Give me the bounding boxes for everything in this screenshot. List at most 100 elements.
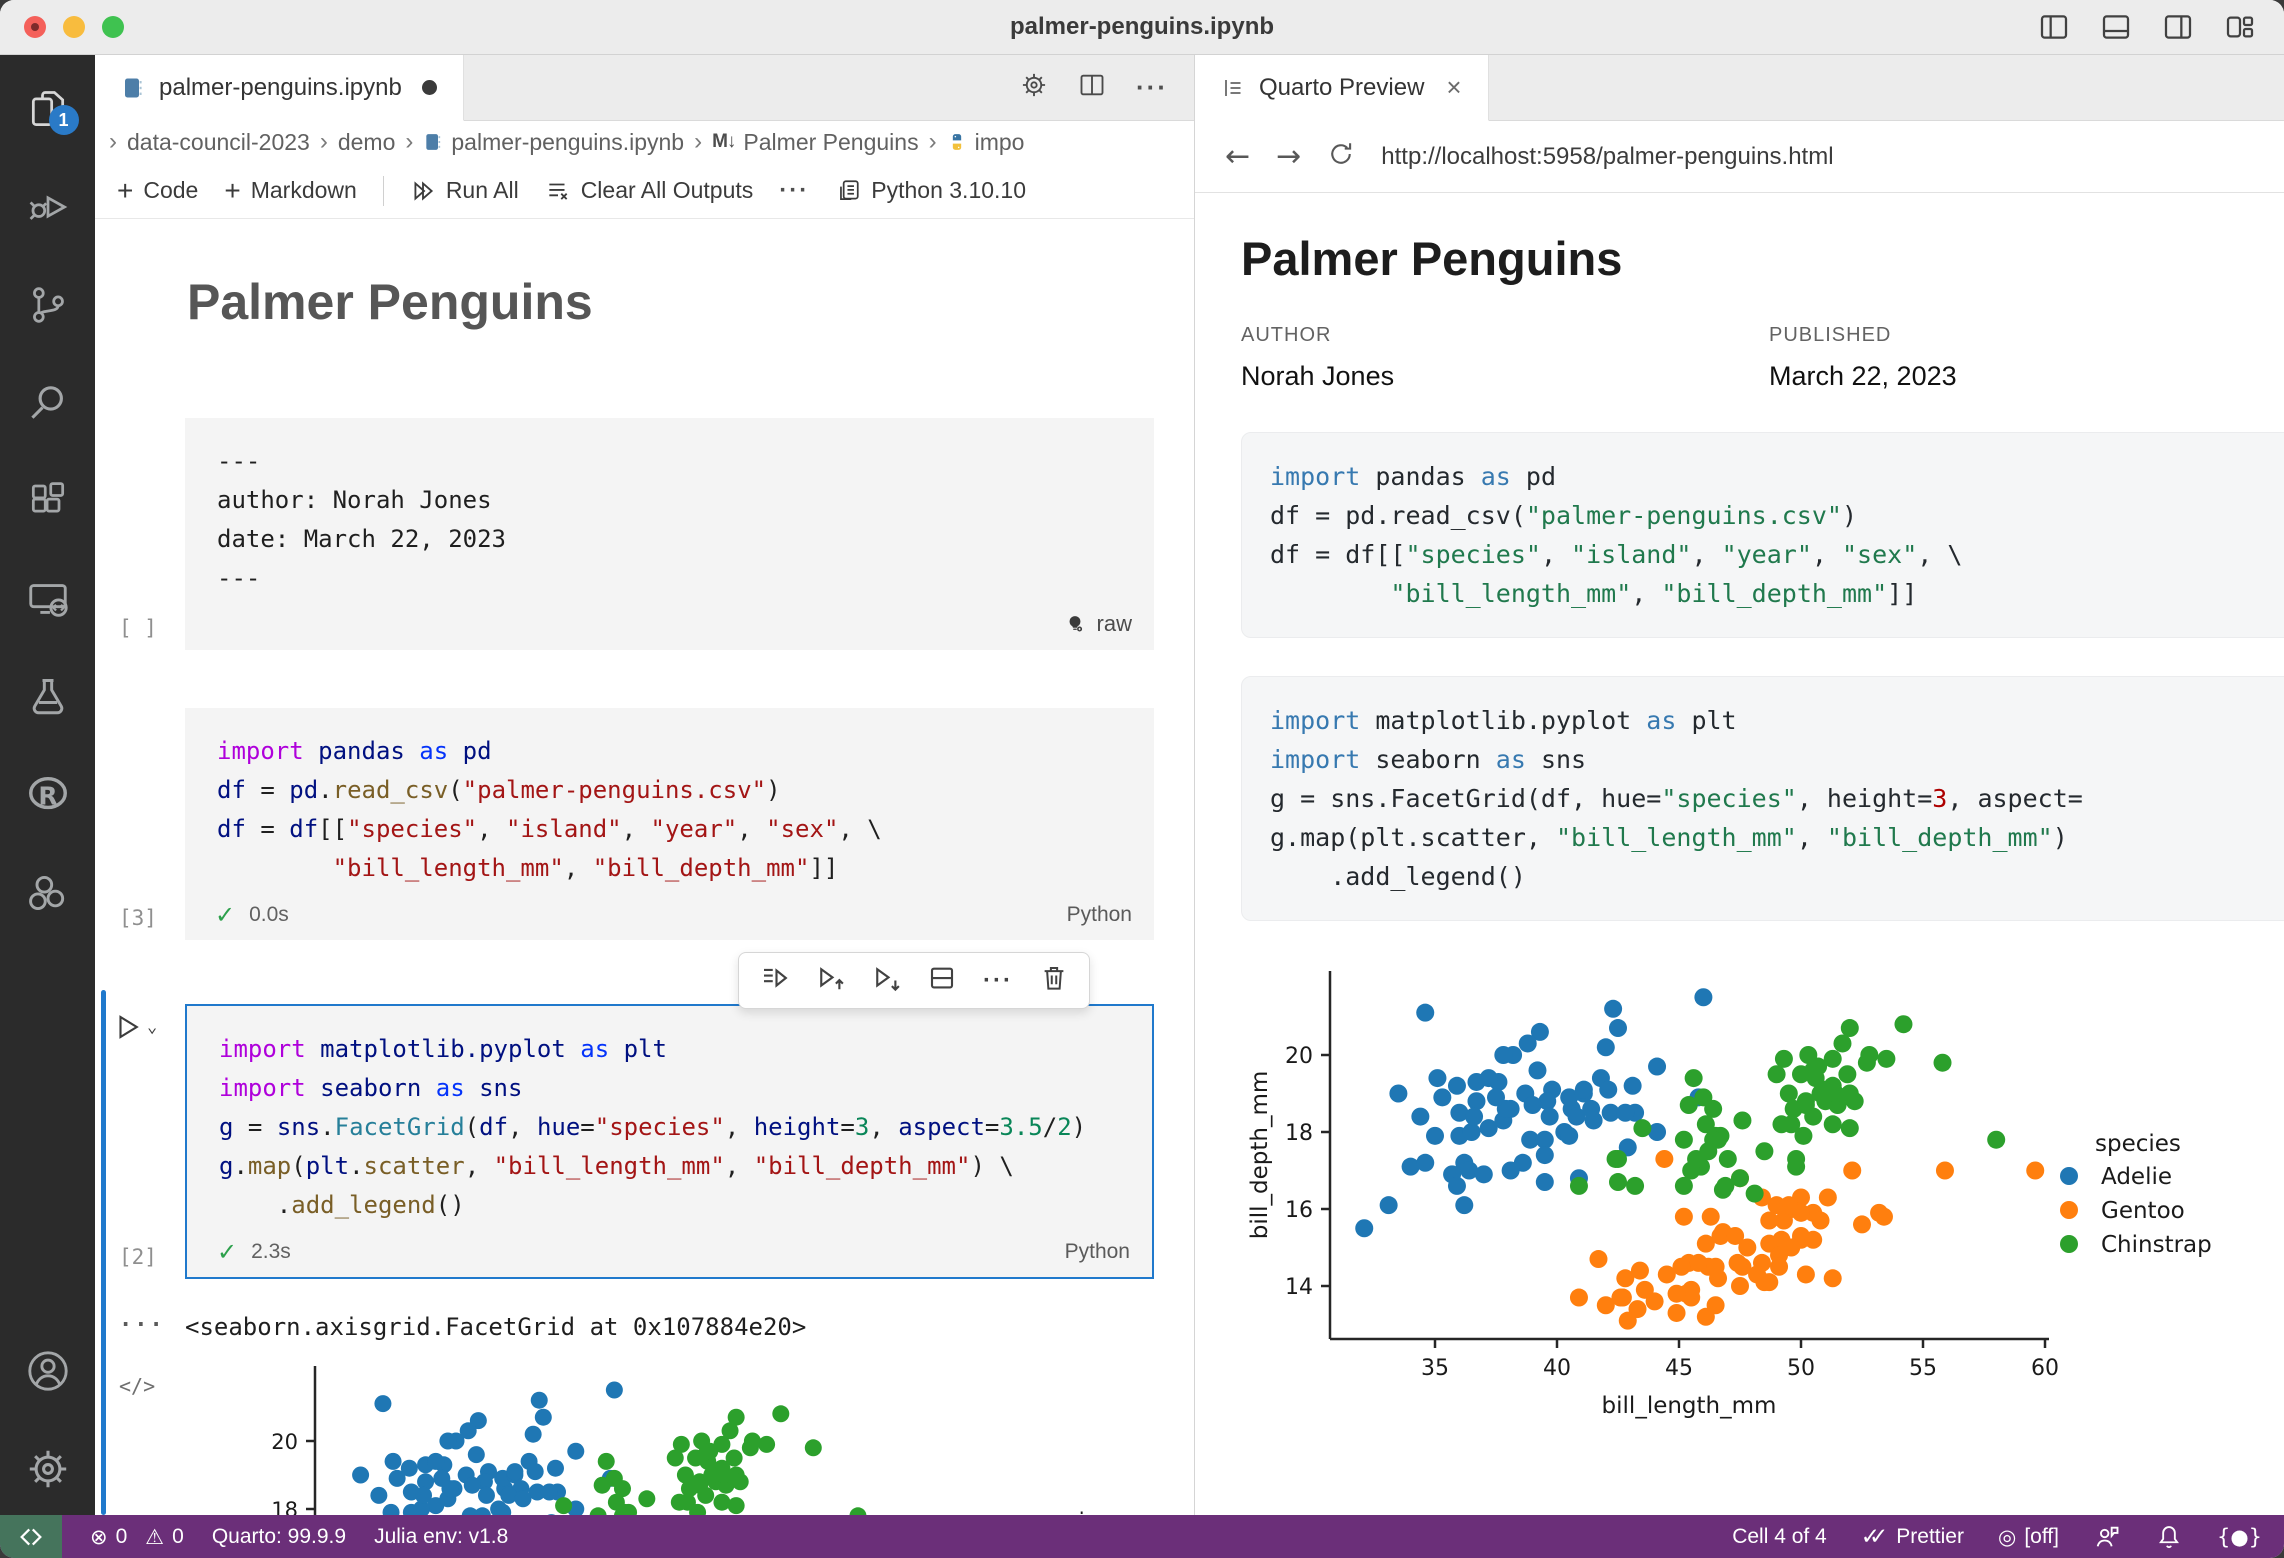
code-line: "bill_length_mm", "bill_depth_mm"]]	[1390, 579, 1918, 608]
add-code-cell-button[interactable]: + Code	[117, 174, 199, 206]
forward-icon[interactable]: →	[1276, 139, 1302, 174]
cell-position[interactable]: Cell 4 of 4	[1732, 1524, 1827, 1548]
split-cell-icon[interactable]	[927, 963, 957, 998]
raw-line: ---	[217, 564, 261, 592]
execute-below-icon[interactable]	[871, 963, 901, 998]
preview-url[interactable]: http://localhost:5958/palmer-penguins.ht…	[1381, 142, 1834, 170]
toggle-panel-icon[interactable]	[2100, 11, 2132, 43]
cell-language-picker[interactable]: Python	[1064, 1240, 1130, 1263]
rendered-document[interactable]: Palmer Penguins AUTHOR Norah Jones PUBLI…	[1195, 193, 2284, 1515]
breadcrumb-item-cell[interactable]: impo	[947, 129, 1024, 156]
svg-text:Chinstrap: Chinstrap	[2101, 1232, 2212, 1258]
svg-text:Gentoo: Gentoo	[2101, 1198, 2185, 1224]
breadcrumb-item-folder[interactable]: demo	[337, 128, 396, 155]
execute-above-icon[interactable]	[815, 963, 845, 998]
explorer-icon[interactable]: 1	[15, 73, 81, 145]
output-options-icon[interactable]: ···	[119, 1313, 165, 1338]
feedback-person-icon[interactable]	[2093, 1523, 2121, 1551]
raw-cell-editor[interactable]: --- author: Norah Jones date: March 22, 20…	[185, 418, 1154, 604]
split-editor-icon[interactable]	[1078, 71, 1106, 104]
notebook-settings-gear-icon[interactable]	[1020, 71, 1048, 104]
close-tab-icon[interactable]: ×	[1446, 72, 1462, 102]
svg-text:species: species	[2095, 1131, 2181, 1157]
zoom-window-button[interactable]	[102, 16, 124, 38]
toolbar-more-icon[interactable]: ···	[779, 176, 810, 204]
toggle-secondary-sidebar-icon[interactable]	[2162, 11, 2194, 43]
testing-icon[interactable]	[15, 661, 81, 733]
reload-icon[interactable]	[1327, 140, 1355, 173]
success-check-icon: ✓	[215, 901, 236, 929]
julia-env[interactable]: Julia env: v1.8	[374, 1524, 509, 1548]
r-language-icon[interactable]: R	[15, 759, 81, 831]
markdown-heading: Palmer Penguins	[187, 274, 593, 330]
cell-output-plot-row: </> 14161820bill_depth_mmspeciesAdelieGe…	[95, 1366, 1194, 1515]
prettier-status[interactable]: ✓✓ Prettier	[1860, 1523, 1964, 1549]
output-mime-icon[interactable]: </>	[119, 1374, 156, 1398]
code-editor[interactable]: import pandas as pd df = pd.read_csv("pal…	[185, 708, 1154, 894]
cell-language-picker[interactable]: Python	[1066, 903, 1132, 926]
accounts-icon[interactable]	[15, 1335, 81, 1407]
problems-indicator[interactable]: ⊗ 0 ⚠ 0	[90, 1524, 184, 1549]
status-bar: ⊗ 0 ⚠ 0 Quarto: 99.9.9 Julia env: v1.8 C…	[0, 1515, 2284, 1558]
circles-extension-icon[interactable]	[15, 857, 81, 929]
raw-cell[interactable]: [ ] --- author: Norah Jones date: March 22…	[95, 418, 1154, 650]
clear-all-outputs-button[interactable]: Clear All Outputs	[545, 177, 753, 204]
svg-text:60: 60	[2031, 1356, 2059, 1381]
close-window-button[interactable]	[24, 16, 46, 38]
cell-more-actions-icon[interactable]: ···	[983, 966, 1013, 994]
more-actions-icon[interactable]: ···	[1136, 72, 1168, 102]
breadcrumb-item-file[interactable]: palmer-penguins.ipynb	[423, 129, 684, 156]
code-cell-3[interactable]: [3] import pandas as pd df = pd.read_csv(…	[95, 708, 1154, 940]
minimize-window-button[interactable]	[63, 16, 85, 38]
svg-text:bill_length_mm: bill_length_mm	[1602, 1393, 1777, 1419]
cell-hover-toolbar: ···	[738, 952, 1090, 1009]
svg-text:35: 35	[1421, 1356, 1449, 1381]
kernel-picker-button[interactable]: Python 3.10.10	[835, 177, 1026, 204]
run-cell-button[interactable]: ⌄	[113, 1012, 185, 1042]
run-all-button[interactable]: Run All	[410, 177, 519, 204]
svg-text:R: R	[38, 782, 57, 811]
svg-text:20: 20	[271, 1430, 298, 1454]
quarto-version[interactable]: Quarto: 99.9.9	[211, 1524, 347, 1548]
tab-palmer-penguins-ipynb[interactable]: palmer-penguins.ipynb	[95, 55, 464, 121]
tab-quarto-preview[interactable]: Quarto Preview ×	[1195, 55, 1489, 121]
window-title: palmer-penguins.ipynb	[1009, 13, 1275, 40]
run-debug-icon[interactable]	[15, 171, 81, 243]
code-line: import seaborn as sns	[1270, 745, 1587, 774]
cell-language-picker[interactable]: raw	[1065, 611, 1132, 637]
svg-text:50: 50	[1787, 1356, 1815, 1381]
notebook-content[interactable]: Palmer Penguins [ ] --- author: Norah Jon…	[95, 219, 1194, 1515]
right-tabbar: Quarto Preview × ···	[1195, 55, 2284, 121]
code-line: g = sns.FacetGrid(df, hue="species", hei…	[1270, 784, 2083, 813]
svg-text:Adelie: Adelie	[2101, 1164, 2172, 1190]
remote-explorer-icon[interactable]	[15, 563, 81, 635]
back-icon[interactable]: ←	[1225, 139, 1251, 174]
remote-indicator[interactable]	[0, 1515, 62, 1558]
source-control-icon[interactable]	[15, 269, 81, 341]
run-by-line-icon[interactable]	[759, 963, 789, 998]
toggle-primary-sidebar-icon[interactable]	[2038, 11, 2070, 43]
code-cell-2-selected[interactable]: ··· ⌄ [2] import matplotlib.pyplot as pl…	[95, 952, 1154, 1279]
settings-gear-icon[interactable]	[15, 1433, 81, 1505]
add-markdown-cell-button[interactable]: + Markdown	[224, 174, 357, 206]
raw-line: author: Norah Jones	[217, 486, 492, 514]
code-line: import seaborn as sns	[219, 1074, 523, 1102]
breadcrumb-item-folder[interactable]: data-council-2023	[127, 128, 310, 155]
breadcrumb: › data-council-2023 › demo › palmer-peng…	[95, 121, 1194, 163]
code-editor[interactable]: import matplotlib.pyplot as plt import se…	[187, 1006, 1152, 1231]
titlebar: palmer-penguins.ipynb	[0, 0, 2284, 55]
feedback-braces-icon[interactable]: {●}	[2216, 1524, 2262, 1549]
preview-nav-bar: ← → http://localhost:5958/palmer-penguin…	[1195, 121, 2284, 193]
customize-layout-icon[interactable]	[2224, 11, 2256, 43]
explorer-badge: 1	[48, 105, 79, 135]
screencast-mode[interactable]: ◎ [off]	[1997, 1524, 2059, 1549]
delete-cell-icon[interactable]	[1039, 963, 1069, 998]
extensions-icon[interactable]	[15, 465, 81, 537]
notifications-bell-icon[interactable]	[2155, 1523, 2183, 1551]
breadcrumb-item-heading[interactable]: M↓ Palmer Penguins	[712, 128, 919, 155]
rendered-code-block-2: import matplotlib.pyplot as plt import se…	[1241, 676, 2284, 921]
search-icon[interactable]	[15, 367, 81, 439]
code-line: import matplotlib.pyplot as plt	[1270, 706, 1737, 735]
preview-list-icon	[1225, 79, 1241, 96]
